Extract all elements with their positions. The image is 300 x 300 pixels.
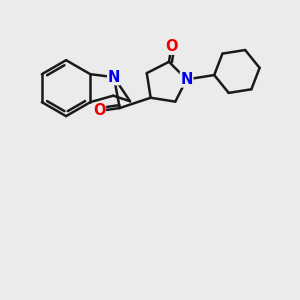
Text: O: O — [93, 103, 105, 118]
Text: O: O — [165, 39, 178, 54]
Text: N: N — [180, 72, 193, 87]
Text: N: N — [108, 70, 120, 85]
